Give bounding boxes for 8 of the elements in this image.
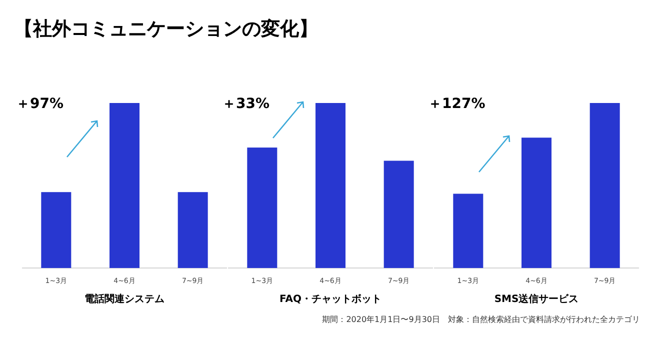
annotation: ＋97% (16, 96, 64, 112)
text: 期間：2020年1月1日〜9月30日 対象：自然検索経由で資料請求が行われた全カテゴリ (322, 315, 640, 324)
annotation: ＋33% (222, 96, 270, 112)
x-axis-title: FAQ・チャットボット (280, 293, 382, 305)
chart-title: 【社外コミュニケーションの変化】 (14, 18, 318, 40)
x-axis-title: SMS送信サービス (494, 293, 579, 305)
x-axis-title: 電話関連システム (84, 293, 164, 305)
annotation: ＋127% (428, 96, 486, 112)
